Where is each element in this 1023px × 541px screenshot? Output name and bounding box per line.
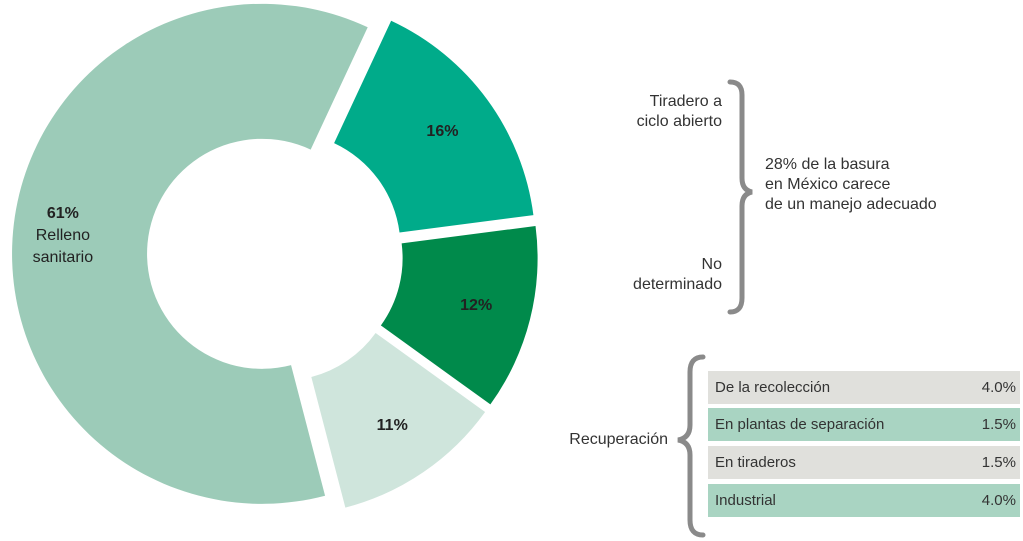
- row-value: 4.0%: [981, 379, 1016, 396]
- row-label: De la recolección: [715, 379, 831, 396]
- table-row: Industrial 4.0%: [708, 484, 1020, 517]
- donut-segment: [311, 332, 486, 508]
- row-label: En tiraderos: [715, 454, 796, 471]
- value-label: 16%: [426, 123, 459, 141]
- segment-label: 61% Relleno sanitario: [33, 203, 93, 269]
- donut-segment: [380, 225, 538, 405]
- category-label: No determinado: [633, 256, 722, 293]
- segment-label: 16%: [426, 121, 458, 143]
- value-label: 11%: [376, 417, 408, 435]
- donut-segment: [12, 3, 368, 504]
- category-label: Recuperación: [569, 431, 668, 448]
- table-row: En tiraderos 1.5%: [708, 446, 1020, 479]
- brace: [677, 354, 706, 538]
- segment-label: 11%: [377, 415, 408, 437]
- brace: [727, 79, 753, 315]
- table-row: En plantas de separación 1.5%: [708, 408, 1020, 441]
- row-value: 1.5%: [981, 416, 1016, 433]
- value-label: 61%: [46, 204, 79, 222]
- segment-label: 12%: [460, 295, 492, 317]
- donut-segment: [334, 20, 534, 233]
- category-label: Tiradero a ciclo abierto: [636, 93, 722, 130]
- value-label: 12%: [460, 296, 493, 314]
- row-label: En plantas de separación: [715, 416, 885, 433]
- category-label: Relleno sanitario: [32, 226, 94, 266]
- row-label: Industrial: [715, 492, 776, 509]
- table-row: De la recolección 4.0%: [708, 371, 1020, 404]
- row-value: 4.0%: [981, 492, 1016, 509]
- annotation: 28% de la basura en México carece de un …: [765, 156, 937, 213]
- row-value: 1.5%: [981, 454, 1016, 471]
